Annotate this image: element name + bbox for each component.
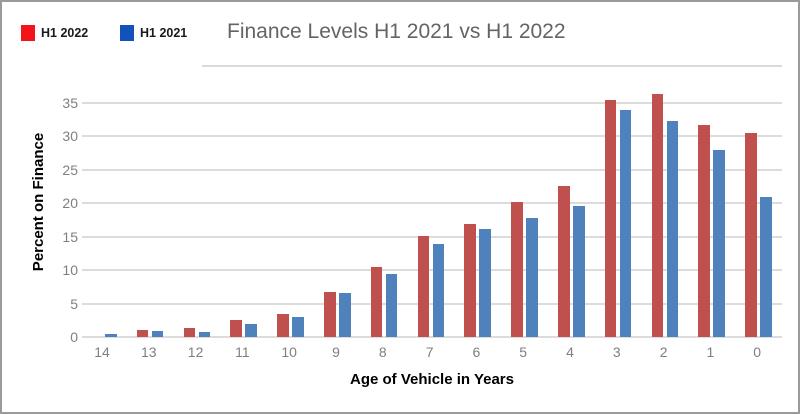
bar-h1-2022-age-6 bbox=[464, 223, 476, 337]
y-axis-tick-label: 25 bbox=[62, 161, 78, 178]
bar-h1-2022-age-4 bbox=[558, 186, 570, 337]
bar-h1-2022-age-12 bbox=[183, 327, 196, 337]
y-axis-tick-label: 5 bbox=[70, 295, 78, 312]
x-axis-tick-label: 9 bbox=[332, 344, 340, 360]
bar-h1-2022-age-5 bbox=[511, 202, 523, 337]
x-axis-tick-label: 6 bbox=[472, 344, 481, 360]
x-axis-tick-label: 4 bbox=[566, 344, 574, 360]
x-axis-tick-label: 8 bbox=[378, 344, 387, 360]
x-axis-tick-label: 14 bbox=[94, 344, 110, 360]
legend-label-h1-2022: H1 2022 bbox=[41, 26, 89, 40]
bar-h1-2021-age-1 bbox=[713, 150, 725, 337]
legend-swatch-h1-2022 bbox=[21, 25, 35, 41]
title-underline bbox=[202, 65, 782, 67]
bar-h1-2022-age-2 bbox=[651, 94, 664, 337]
bar-h1-2021-age-6 bbox=[479, 229, 491, 337]
x-axis-tick-label: 10 bbox=[281, 344, 297, 360]
gridline bbox=[82, 101, 782, 104]
x-axis-tick-label: 3 bbox=[612, 344, 621, 360]
bar-h1-2021-age-10 bbox=[292, 316, 304, 337]
bar-h1-2022-age-0 bbox=[745, 132, 757, 337]
bar-h1-2021-age-12 bbox=[198, 331, 211, 337]
bar-h1-2021-age-4 bbox=[573, 205, 585, 337]
y-axis-tick-label: 35 bbox=[62, 94, 78, 111]
gridline bbox=[82, 202, 782, 205]
y-axis-tick-label: 10 bbox=[62, 262, 78, 279]
bar-h1-2021-age-3 bbox=[619, 110, 632, 337]
gridline bbox=[82, 168, 782, 171]
y-axis-tick-label: 15 bbox=[62, 228, 78, 245]
gridline bbox=[82, 135, 782, 138]
bar-h1-2021-age-11 bbox=[245, 323, 257, 337]
legend-item-h1-2022: H1 2022 bbox=[21, 25, 88, 41]
gridline bbox=[82, 336, 782, 338]
bar-h1-2022-age-3 bbox=[604, 100, 617, 337]
x-axis-tick-label: 13 bbox=[141, 344, 157, 360]
bar-h1-2022-age-8 bbox=[370, 267, 383, 337]
x-axis-tick-label: 1 bbox=[706, 344, 715, 360]
bar-h1-2022-age-11 bbox=[230, 320, 242, 337]
legend-swatch-h1-2021 bbox=[120, 25, 134, 41]
y-axis-tick-label: 20 bbox=[62, 195, 78, 212]
x-axis-tick-label: 7 bbox=[425, 344, 434, 360]
x-axis-tick-label: 12 bbox=[187, 344, 204, 360]
bar-h1-2021-age-7 bbox=[432, 243, 445, 337]
gridline bbox=[82, 269, 782, 272]
bar-h1-2022-age-10 bbox=[277, 313, 289, 337]
legend-label-h1-2021: H1 2021 bbox=[140, 26, 188, 40]
x-axis-tick-label: 11 bbox=[235, 344, 250, 360]
y-axis-tick-label: 0 bbox=[70, 329, 78, 345]
x-axis-tick-label: 2 bbox=[659, 344, 668, 360]
bar-h1-2022-age-13 bbox=[136, 330, 149, 337]
gridline bbox=[82, 235, 782, 238]
bar-h1-2022-age-7 bbox=[417, 235, 430, 337]
bar-h1-2021-age-2 bbox=[666, 120, 679, 337]
x-axis-tick-label: 5 bbox=[519, 344, 528, 360]
bar-h1-2022-age-1 bbox=[698, 125, 710, 337]
bar-h1-2021-age-14 bbox=[105, 333, 117, 337]
bar-h1-2021-age-5 bbox=[526, 217, 538, 337]
gridline bbox=[82, 302, 782, 305]
bar-h1-2022-age-9 bbox=[324, 292, 336, 337]
bar-h1-2021-age-13 bbox=[151, 330, 164, 337]
chart-title: Finance Levels H1 2021 vs H1 2022 bbox=[227, 20, 566, 43]
bar-h1-2021-age-8 bbox=[385, 274, 398, 337]
x-axis-tick-label: 0 bbox=[753, 344, 762, 360]
bar-h1-2021-age-9 bbox=[339, 293, 351, 337]
bar-h1-2021-age-0 bbox=[760, 197, 772, 337]
legend-item-h1-2021: H1 2021 bbox=[120, 25, 187, 41]
y-axis-title: Percent on Finance bbox=[30, 132, 47, 272]
x-axis-title: Age of Vehicle in Years bbox=[350, 371, 514, 388]
y-axis-tick-label: 30 bbox=[62, 128, 78, 145]
